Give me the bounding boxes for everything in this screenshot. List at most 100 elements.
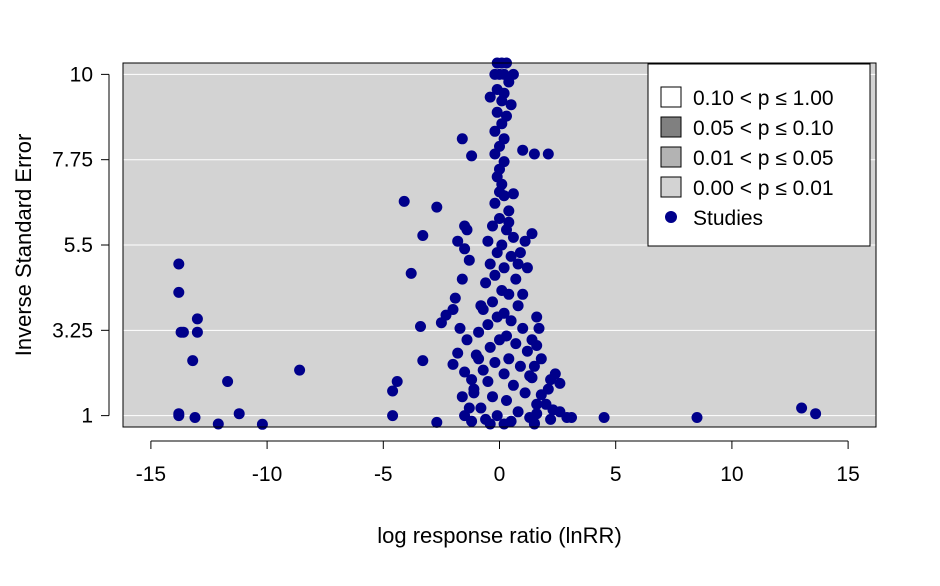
study-point [173, 410, 185, 422]
study-point [294, 364, 306, 376]
study-point [177, 326, 189, 338]
study-point [173, 286, 185, 298]
study-point [452, 235, 464, 247]
legend-label: 0.01 < p ≤ 0.05 [693, 147, 834, 170]
study-point [256, 418, 268, 430]
y-tick-label: 1 [81, 405, 93, 428]
study-point [528, 418, 540, 430]
study-point [507, 379, 519, 391]
study-point [484, 91, 496, 103]
x-tick-label: 0 [494, 463, 506, 486]
study-point [466, 374, 478, 386]
study-point [535, 389, 547, 401]
study-point [477, 304, 489, 315]
study-point [447, 304, 459, 315]
study-point [212, 418, 224, 430]
study-point [566, 412, 577, 423]
study-point [477, 364, 489, 376]
study-point [517, 144, 529, 156]
legend-box [647, 63, 871, 247]
study-point [466, 415, 478, 427]
study-point [415, 321, 426, 332]
x-tick-label: 5 [610, 463, 622, 486]
study-point [512, 258, 524, 270]
study-point [480, 277, 492, 289]
study-point [491, 247, 503, 259]
study-point [498, 190, 510, 202]
study-point [491, 311, 503, 323]
study-point [189, 412, 201, 423]
study-point [545, 413, 557, 425]
study-point [484, 341, 496, 353]
study-point [531, 340, 543, 351]
study-point [461, 224, 473, 236]
study-point [484, 418, 496, 430]
study-point [528, 148, 540, 160]
legend-label: 0.05 < p ≤ 0.10 [693, 117, 834, 140]
study-point [691, 412, 703, 423]
study-point [598, 412, 610, 423]
study-point [489, 269, 501, 281]
y-tick-label: 3.25 [52, 319, 93, 342]
study-point [512, 300, 524, 312]
study-point [521, 345, 533, 357]
study-point [487, 296, 498, 308]
study-point [187, 355, 199, 367]
y-tick-label: 5.5 [64, 234, 93, 257]
study-points [173, 57, 822, 430]
study-point [482, 319, 494, 331]
study-point [449, 292, 461, 304]
study-point [456, 273, 468, 285]
legend-label: 0.00 < p ≤ 0.01 [693, 177, 834, 200]
study-point [503, 216, 515, 228]
x-axis: -15 -10 -5 0 5 10 15 [136, 440, 860, 486]
y-axis-title: Inverse Standard Error [11, 134, 36, 357]
study-point [531, 398, 543, 410]
study-point [810, 408, 822, 420]
study-point [475, 402, 487, 414]
study-point [521, 262, 533, 274]
x-tick-label: 15 [836, 463, 859, 486]
legend-swatch [660, 176, 682, 198]
study-point [431, 416, 443, 428]
study-point [387, 410, 399, 422]
study-point [233, 408, 245, 420]
study-point [463, 254, 475, 266]
study-point [496, 118, 508, 130]
study-point [489, 148, 501, 160]
study-point [473, 326, 485, 338]
study-point [507, 231, 519, 243]
legend-swatch [660, 86, 682, 108]
study-point [494, 334, 505, 346]
study-point [505, 250, 517, 262]
study-point [554, 377, 566, 389]
study-point [510, 273, 522, 285]
study-point [487, 220, 498, 232]
study-point [517, 288, 529, 300]
study-point [503, 205, 515, 217]
x-tick-label: -15 [136, 463, 166, 486]
legend-label: 0.10 < p ≤ 1.00 [693, 87, 834, 110]
x-tick-label: 10 [720, 463, 743, 486]
study-point [173, 258, 185, 270]
study-point [528, 360, 540, 372]
study-point [482, 376, 494, 387]
study-point [796, 402, 808, 414]
study-point [417, 230, 429, 241]
study-point [503, 353, 515, 365]
study-point [507, 188, 519, 200]
study-point [524, 370, 536, 382]
study-point [447, 358, 459, 370]
legend-swatch [660, 146, 682, 168]
study-point [431, 201, 443, 213]
study-point [459, 366, 471, 378]
study-point [526, 228, 538, 240]
study-point [535, 353, 547, 365]
legend-swatch [660, 116, 682, 138]
study-point [501, 395, 512, 406]
x-tick-label: -5 [374, 463, 393, 486]
study-point [391, 376, 403, 387]
study-point [517, 322, 529, 334]
study-point [484, 258, 496, 270]
